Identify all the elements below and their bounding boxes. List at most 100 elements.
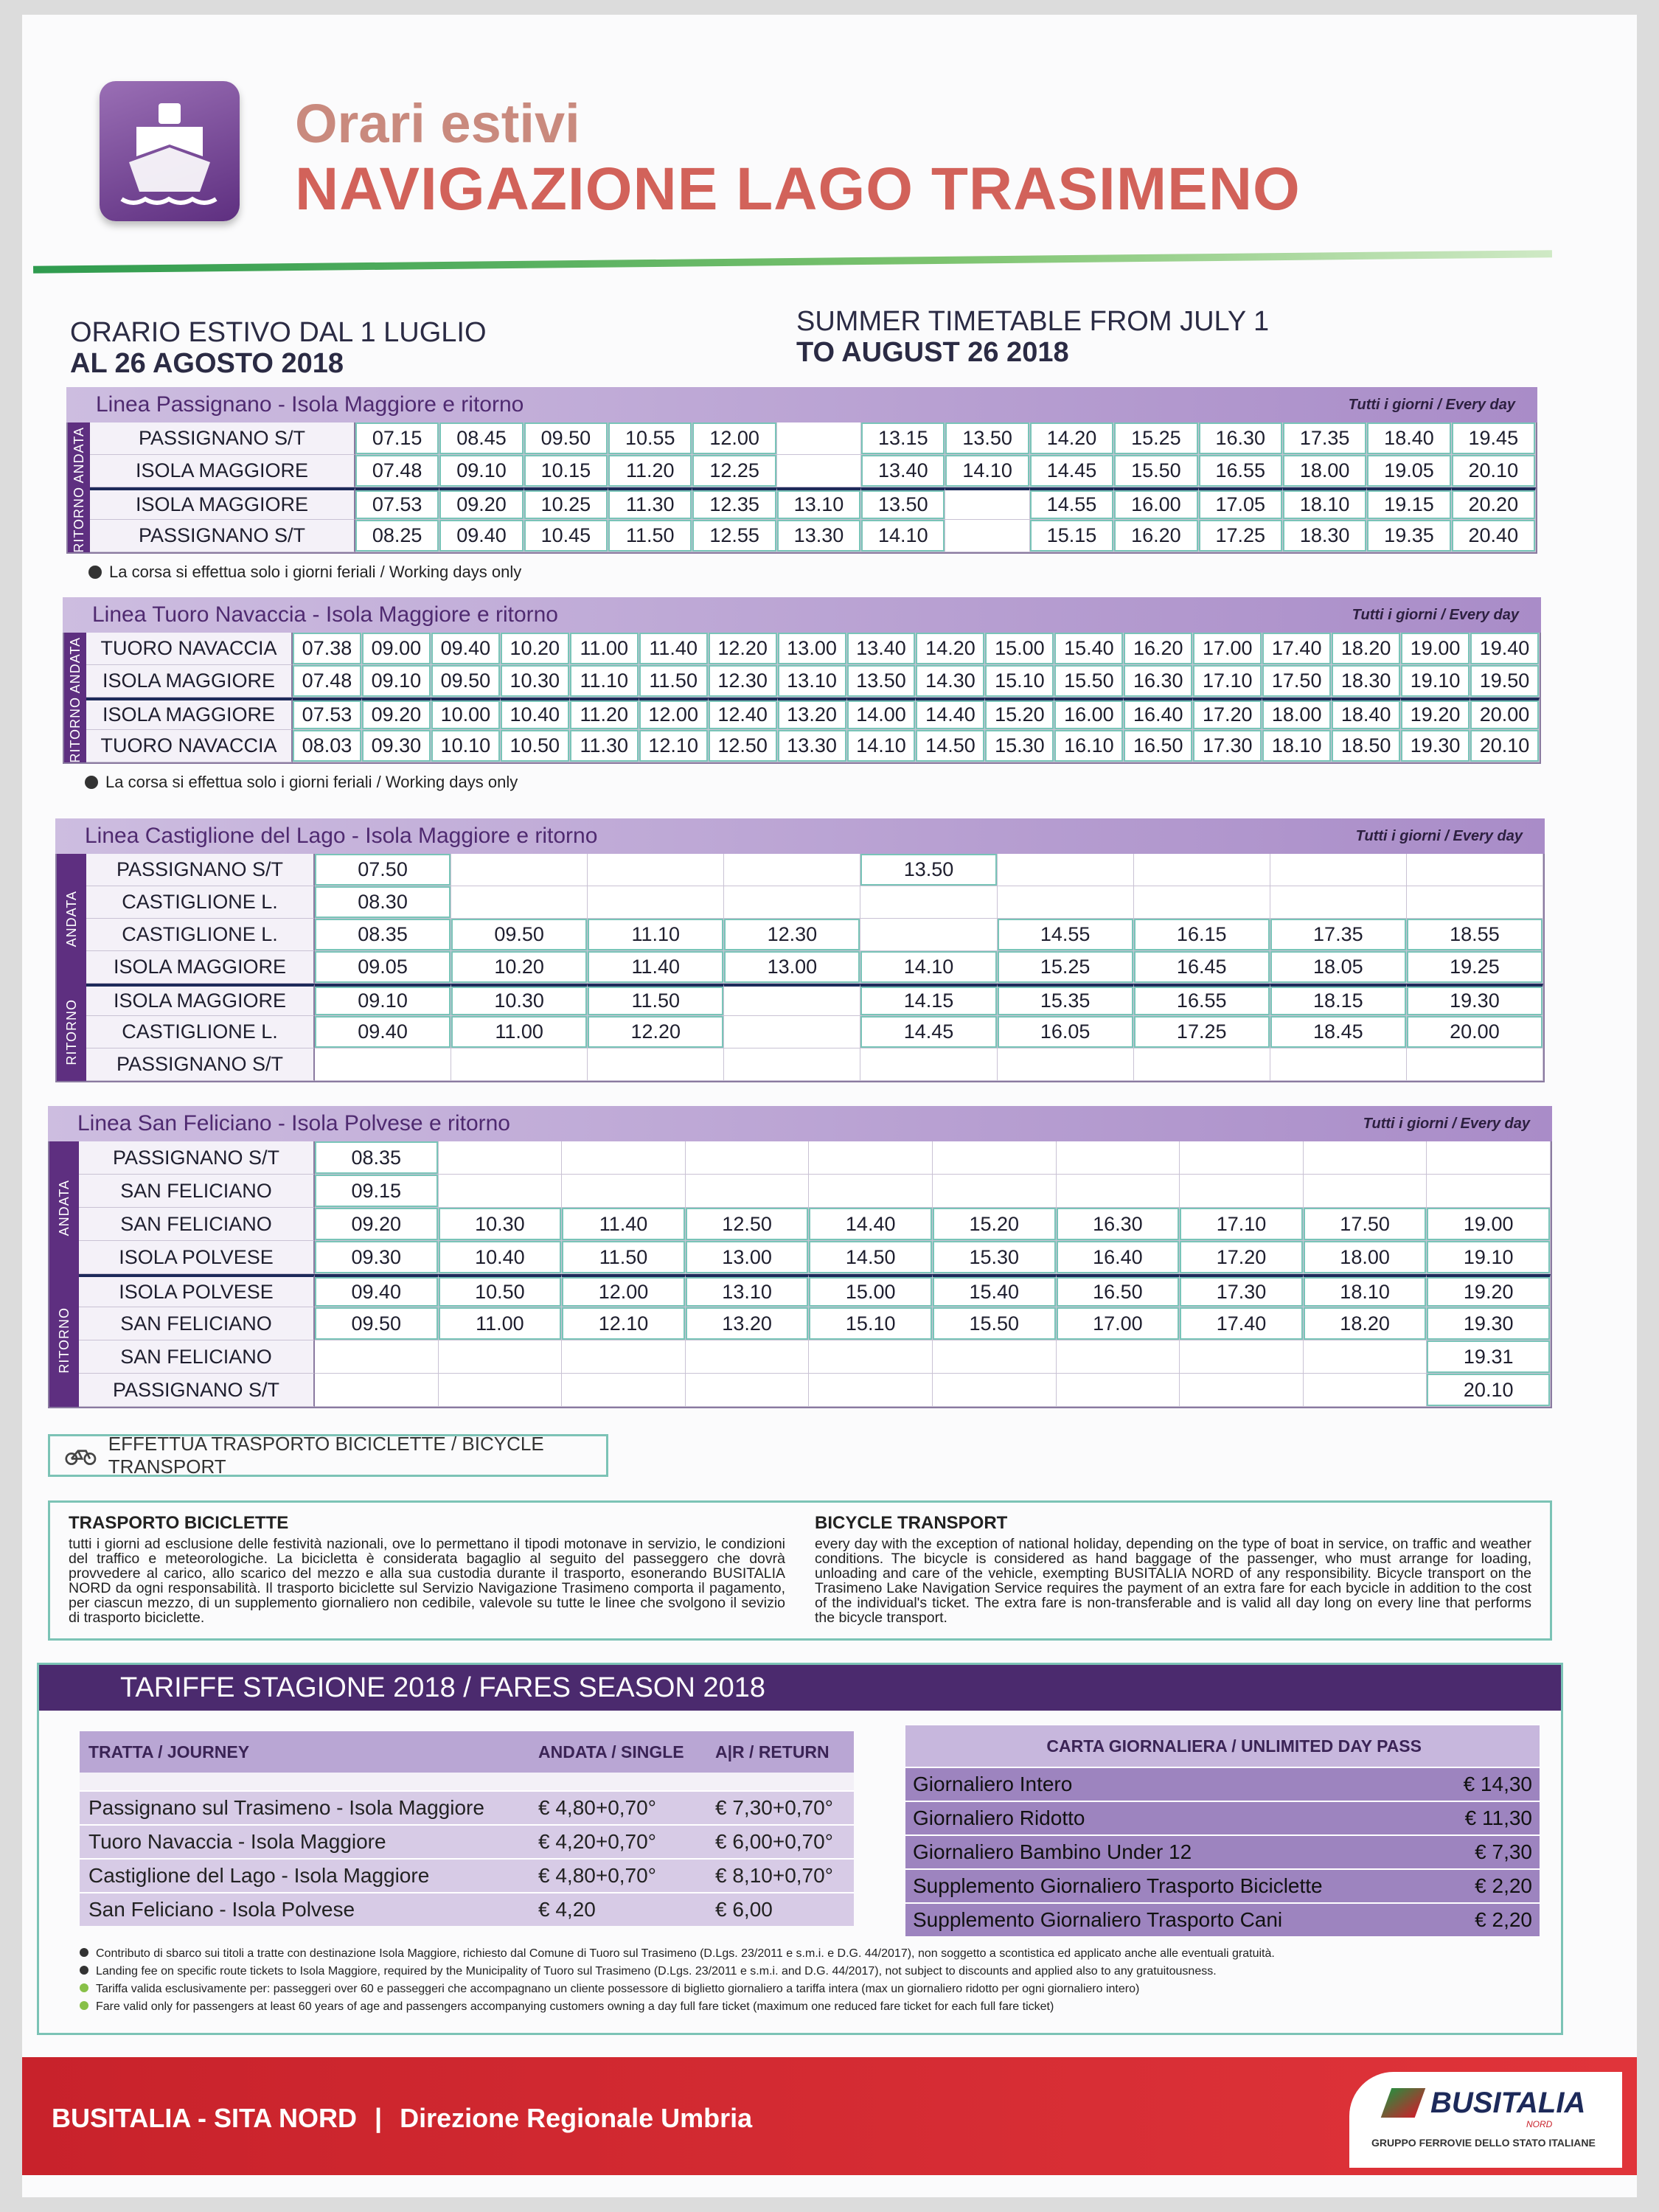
- time-cell: 09.05: [315, 951, 452, 984]
- time-cell: [809, 1141, 933, 1175]
- time-cell: 07.50: [315, 854, 452, 886]
- cell: € 7,30: [1475, 1840, 1532, 1863]
- time-cell: [1056, 1175, 1180, 1208]
- time-cell: 08.35: [315, 919, 452, 951]
- time-cell: [1303, 1340, 1427, 1374]
- time-cell: 12.10: [639, 730, 709, 762]
- time-cell: [724, 854, 861, 886]
- validity-en-2: TO AUGUST 26 2018: [796, 337, 1069, 368]
- time-cell: 19.35: [1367, 520, 1452, 552]
- time-cell: 09.50: [431, 665, 501, 698]
- time-cell: [1180, 1141, 1304, 1175]
- stop-name: PASSIGNANO S/T: [86, 854, 315, 886]
- time-cell: 10.20: [500, 633, 570, 665]
- time-cell: [1270, 1048, 1407, 1081]
- stop-name: PASSIGNANO S/T: [90, 422, 355, 455]
- time-cell: [933, 1141, 1057, 1175]
- fares-header: TARIFFE STAGIONE 2018 / FARES SEASON 201…: [39, 1665, 1561, 1711]
- stop-name: ISOLA MAGGIORE: [90, 455, 355, 487]
- bicycle-info-en: BICYCLE TRANSPORT every day with the exce…: [815, 1513, 1531, 1628]
- time-cell: [562, 1374, 686, 1407]
- time-cell: 07.48: [355, 455, 440, 487]
- time-cell: 14.10: [945, 455, 1030, 487]
- time-cell: 17.20: [1193, 698, 1263, 730]
- cell: € 4,80+0,70°: [538, 1796, 656, 1819]
- time-cell: 19.40: [1470, 633, 1540, 665]
- footnote: Contributo di sbarco sui titoli a tratte…: [80, 1945, 1547, 1963]
- direction-text: ANDATA: [56, 1179, 72, 1237]
- time-cell: 10.00: [431, 698, 501, 730]
- time-cell: 19.25: [1406, 951, 1543, 984]
- logo-group: GRUPPO FERROVIE DELLO STATO ITALIANE: [1371, 2137, 1596, 2149]
- time-cell: 13.30: [777, 730, 847, 762]
- time-cell: 11.10: [569, 665, 639, 698]
- time-cell: 20.10: [1427, 1374, 1551, 1407]
- time-cell: 14.10: [861, 520, 946, 552]
- time-cell: [588, 1048, 725, 1081]
- logo-name: BUSITALIA: [1430, 2087, 1586, 2119]
- title: Orari estivi: [295, 93, 580, 154]
- day-pass-row: Giornaliero Bambino Under 12 € 7,30: [905, 1834, 1540, 1868]
- time-cell: 15.35: [997, 984, 1134, 1016]
- time-cell: 11.00: [438, 1307, 563, 1340]
- cell: € 2,20: [1475, 1874, 1532, 1897]
- stop-name: SAN FELICIANO: [79, 1307, 315, 1340]
- direction-text: ANDATA: [71, 426, 86, 484]
- time-cell: [860, 919, 998, 951]
- direction-text: RITORNO: [71, 487, 86, 553]
- ship-glyph: [120, 103, 218, 205]
- time-cell: 16.30: [1198, 422, 1283, 455]
- time-cell: 12.25: [692, 455, 777, 487]
- time-cell: 08.35: [315, 1141, 439, 1175]
- time-cell: [685, 1175, 810, 1208]
- stop-name: PASSIGNANO S/T: [79, 1141, 315, 1175]
- logo-mark: [1380, 2088, 1426, 2118]
- time-cell: 18.40: [1367, 422, 1452, 455]
- time-cell: 18.00: [1262, 698, 1332, 730]
- stop-name: PASSIGNANO S/T: [90, 520, 355, 552]
- time-cell: 10.30: [500, 665, 570, 698]
- time-cell: 14.55: [1029, 487, 1115, 520]
- time-cell: 11.30: [608, 487, 693, 520]
- timetable-grid: ANDATA RITORNO PASSIGNANO S/T 08.35 SAN FELI…: [48, 1141, 1552, 1408]
- time-cell: 09.40: [431, 633, 501, 665]
- time-cell: 14.55: [997, 919, 1134, 951]
- time-cell: [997, 1048, 1134, 1081]
- time-cell: 11.20: [569, 698, 639, 730]
- time-cell: 10.15: [524, 455, 609, 487]
- time-cell: [685, 1141, 810, 1175]
- time-cell: [1180, 1340, 1304, 1374]
- time-cell: [1180, 1374, 1304, 1407]
- heading: BICYCLE TRANSPORT: [815, 1513, 1008, 1533]
- time-cell: 08.25: [355, 520, 440, 552]
- logo-sub: NORD: [1526, 2119, 1553, 2129]
- note: La corsa si effettua solo i giorni feria…: [88, 563, 521, 582]
- time-cell: 11.00: [451, 1016, 588, 1048]
- cell: Passignano sul Trasimeno - Isola Maggior…: [88, 1796, 484, 1819]
- time-cell: 15.10: [809, 1307, 933, 1340]
- time-cell: [933, 1340, 1057, 1374]
- logo: BUSITALIA NORD GRUPPO FERROVIE DELLO STA…: [1349, 2072, 1622, 2168]
- journey-header: TRATTA / JOURNEY ANDATA / SINGLE A|R / RET…: [80, 1731, 854, 1790]
- time-cell: 09.15: [315, 1175, 439, 1208]
- stop-name: PASSIGNANO S/T: [79, 1374, 315, 1407]
- time-cell: 10.40: [500, 698, 570, 730]
- time-cell: 09.20: [315, 1208, 439, 1241]
- time-cell: 11.20: [608, 455, 693, 487]
- time-cell: [724, 984, 861, 1016]
- footnote: Landing fee on specific route tickets to…: [80, 1963, 1547, 1980]
- time-cell: [451, 854, 588, 886]
- time-cell: 09.50: [524, 422, 609, 455]
- time-cell: 16.00: [1114, 487, 1199, 520]
- time-cell: [1133, 1048, 1270, 1081]
- time-cell: [315, 1374, 439, 1407]
- every-day: Tutti i giorni / Every day: [1348, 396, 1515, 413]
- direction-label: RITORNO: [57, 984, 86, 1081]
- time-cell: [1303, 1141, 1427, 1175]
- cell: € 6,00: [715, 1898, 773, 1921]
- time-cell: [1056, 1374, 1180, 1407]
- time-cell: 13.10: [777, 665, 847, 698]
- time-cell: 12.20: [588, 1016, 725, 1048]
- time-cell: [945, 520, 1030, 552]
